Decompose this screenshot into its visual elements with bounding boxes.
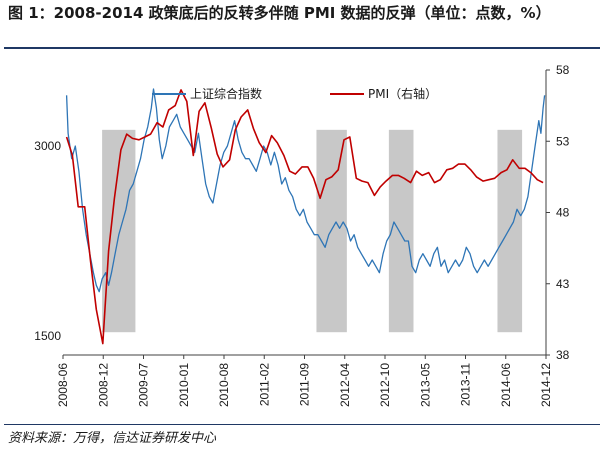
- shaded-period-3: [388, 129, 414, 333]
- shaded-period-4: [497, 129, 523, 333]
- x-tick-label: 2008-06: [56, 363, 70, 407]
- footer-divider: [4, 424, 600, 425]
- legend-item-pmi-label: PMI（右轴）: [368, 86, 437, 101]
- x-tick-label: 2011-09: [298, 363, 312, 406]
- sh-index-line: [65, 88, 546, 293]
- right-tick-label: 58: [556, 63, 570, 77]
- x-tick-label: 2014-12: [539, 363, 553, 407]
- right-tick-label: 38: [556, 348, 570, 362]
- x-tick-label: 2013-11: [459, 363, 473, 406]
- chart-title: 图 1：2008-2014 政策底后的反转多伴随 PMI 数据的反弹（单位：点数…: [8, 4, 551, 22]
- x-tick-label: 2011-02: [257, 363, 271, 406]
- legend-item-sh-index-label: 上证综合指数: [190, 86, 262, 101]
- left-tick-label: 1500: [34, 329, 61, 343]
- pmi-line: [65, 89, 544, 345]
- left-tick-label: 3000: [34, 139, 61, 153]
- right-tick-label: 48: [556, 206, 570, 220]
- series-lines: [65, 88, 546, 345]
- legend: 上证综合指数 PMI（右轴）: [152, 86, 437, 101]
- axes: [62, 69, 550, 359]
- tick-labels: 2008-06 2008-12 2009-07 2010-01 2010-08 2011-…: [34, 63, 569, 407]
- x-tick-label: 2012-10: [378, 363, 392, 407]
- x-tick-label: 2009-07: [137, 363, 151, 407]
- x-tick-label: 2010-08: [217, 363, 231, 407]
- shaded-periods: [102, 129, 523, 333]
- title-divider: [4, 47, 600, 49]
- x-tick-label: 2008-12: [96, 363, 110, 407]
- right-tick-label: 53: [556, 134, 570, 148]
- x-tick-label: 2012-04: [338, 363, 352, 407]
- shaded-period-2: [316, 129, 347, 333]
- x-tick-label: 2013-05: [418, 363, 432, 407]
- source-note: 资料来源：万得，信达证券研发中心: [8, 431, 217, 446]
- x-tick-label: 2010-01: [177, 363, 191, 407]
- right-tick-label: 43: [556, 277, 570, 291]
- x-tick-label: 2014-06: [499, 363, 513, 407]
